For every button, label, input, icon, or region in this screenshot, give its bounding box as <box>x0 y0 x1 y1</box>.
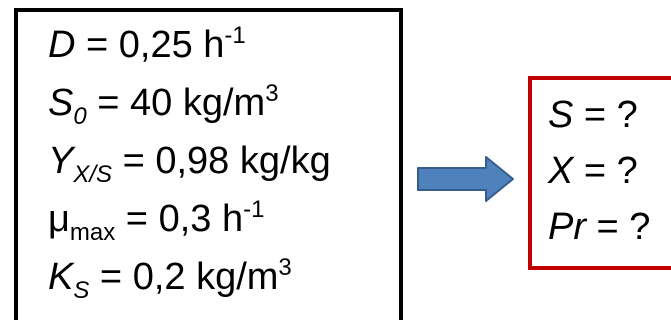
unknown-biomass-symbol: X <box>548 150 574 192</box>
unknown-productivity-line: Pr = ? <box>548 208 650 246</box>
substrate-feed-equals: = <box>86 82 131 124</box>
unknown-biomass-equals: = ? <box>573 150 638 192</box>
mu-max-symbol: μ <box>48 198 70 240</box>
dilution-rate-line: D = 0,25 h-1 <box>48 24 246 66</box>
substrate-feed-subscript: 0 <box>73 103 87 130</box>
unknown-substrate-symbol: S <box>548 94 574 136</box>
dilution-rate-equals: = <box>75 24 119 66</box>
substrate-feed-symbol: S <box>48 82 74 124</box>
yield-line: YX/S = 0,98 kg/kg <box>48 140 331 187</box>
unknown-productivity-symbol: Pr <box>548 206 586 248</box>
given-values-box: D = 0,25 h-1 S0 = 40 kg/m3 YX/S = 0,98 k… <box>14 8 403 320</box>
saturation-constant-exponent: 3 <box>278 254 292 281</box>
substrate-feed-line: S0 = 40 kg/m3 <box>48 82 279 129</box>
saturation-constant-subscript: S <box>73 277 90 304</box>
unknown-substrate-line: S = ? <box>548 96 638 134</box>
dilution-rate-exponent: -1 <box>224 22 246 49</box>
saturation-constant-line: KS = 0,2 kg/m3 <box>48 256 292 303</box>
right-arrow-icon <box>417 156 514 202</box>
mu-max-exponent: -1 <box>243 196 265 223</box>
yield-value: 0,98 kg/kg <box>155 140 331 182</box>
unknown-biomass-line: X = ? <box>548 152 638 190</box>
mu-max-equals: = <box>115 198 159 240</box>
unknowns-box: S = ? X = ? Pr = ? <box>528 76 671 270</box>
saturation-constant-symbol: K <box>48 256 74 298</box>
mu-max-value: 0,3 h <box>158 198 244 240</box>
unknown-substrate-equals: = ? <box>573 94 638 136</box>
mu-max-subscript: max <box>69 219 116 246</box>
dilution-rate-symbol: D <box>48 24 76 66</box>
yield-symbol: Y <box>48 140 74 182</box>
dilution-rate-value: 0,25 h <box>118 24 225 66</box>
substrate-feed-value: 40 kg/m <box>130 82 266 124</box>
saturation-constant-value: 0,2 kg/m <box>132 256 279 298</box>
mu-max-line: μmax = 0,3 h-1 <box>48 198 264 245</box>
substrate-feed-exponent: 3 <box>265 80 279 107</box>
yield-equals: = <box>112 140 156 182</box>
saturation-constant-equals: = <box>89 256 133 298</box>
yield-subscript: X/S <box>73 161 113 188</box>
unknown-productivity-equals: = ? <box>586 206 651 248</box>
